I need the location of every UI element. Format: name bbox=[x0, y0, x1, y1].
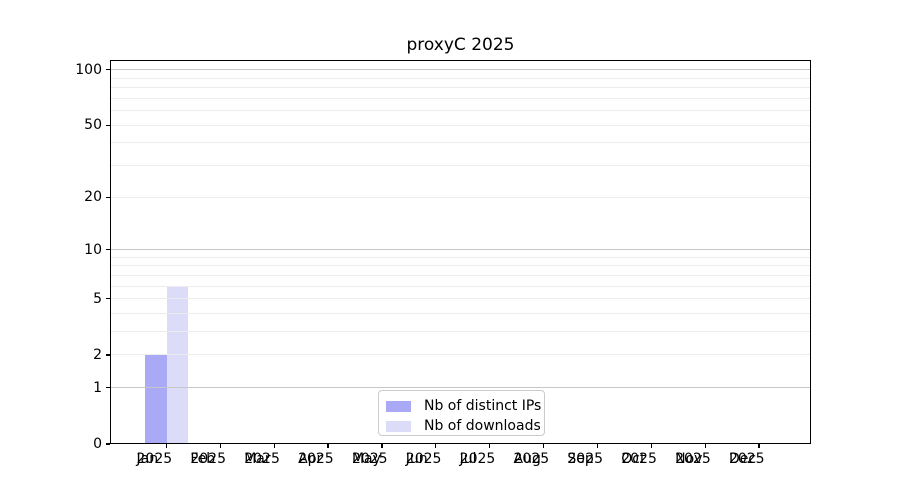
year-label: 2025 bbox=[567, 451, 604, 467]
x-tick-mark bbox=[273, 444, 275, 448]
minor-gridline bbox=[110, 285, 811, 287]
year-label: 2025 bbox=[459, 451, 496, 467]
x-tick-mark bbox=[327, 444, 329, 448]
major-gridline bbox=[110, 387, 811, 389]
y-tick-label: 10 bbox=[84, 241, 102, 258]
month-label: Aug bbox=[513, 451, 541, 467]
y-tick-mark bbox=[106, 443, 110, 445]
minor-gridline bbox=[110, 124, 811, 126]
year-label: 2025 bbox=[728, 451, 765, 467]
minor-gridline bbox=[110, 265, 811, 267]
y-tick-mark bbox=[106, 387, 110, 389]
x-tick-mark bbox=[542, 444, 545, 448]
year-label: 2025 bbox=[513, 451, 550, 467]
y-tick-mark bbox=[106, 354, 110, 356]
plot-border bbox=[110, 60, 811, 444]
bar-nb-of-downloads-jan bbox=[166, 286, 188, 444]
legend-label: Nb of downloads bbox=[424, 417, 541, 434]
month-label: May bbox=[351, 451, 381, 467]
month-label: Oct bbox=[621, 451, 646, 467]
y-tick-mark bbox=[106, 124, 110, 126]
year-label: 2025 bbox=[405, 451, 442, 467]
y-tick-mark bbox=[106, 298, 110, 300]
major-gridline bbox=[110, 249, 811, 251]
bar-nb-of-distinct-ips-jan bbox=[145, 354, 167, 444]
y-tick-label: 100 bbox=[75, 61, 102, 78]
year-label: 2025 bbox=[621, 451, 657, 467]
chart-title: proxyC 2025 bbox=[406, 35, 515, 55]
legend-row-nb-of-downloads: Nb of downloads bbox=[386, 416, 544, 436]
month-label: Mar bbox=[244, 451, 271, 467]
year-label: 2025 bbox=[351, 451, 388, 467]
minor-gridline bbox=[110, 165, 811, 167]
minor-gridline bbox=[110, 87, 811, 89]
month-label: Feb bbox=[190, 451, 216, 467]
x-tick-mark bbox=[165, 444, 168, 448]
minor-gridline bbox=[110, 77, 811, 79]
x-tick-mark bbox=[650, 444, 652, 448]
y-tick-label: 50 bbox=[84, 117, 102, 134]
x-tick-mark bbox=[758, 444, 760, 448]
y-tick-label: 20 bbox=[84, 189, 102, 206]
legend-row-nb-of-distinct-ips: Nb of distinct IPs bbox=[386, 396, 544, 416]
x-tick-mark bbox=[219, 444, 221, 448]
legend-swatch-icon bbox=[386, 420, 411, 432]
month-label: Apr bbox=[298, 451, 323, 467]
month-label: Sep bbox=[567, 451, 594, 467]
minor-gridline bbox=[110, 313, 811, 314]
month-label: Nov bbox=[675, 451, 703, 467]
y-tick-mark bbox=[106, 196, 110, 198]
legend-label: Nb of distinct IPs bbox=[424, 397, 542, 414]
x-tick-mark bbox=[596, 444, 598, 448]
minor-gridline bbox=[110, 142, 811, 144]
minor-gridline bbox=[110, 110, 811, 112]
x-tick-mark bbox=[435, 444, 437, 448]
y-tick-label: 0 bbox=[93, 436, 102, 452]
y-tick-mark bbox=[106, 69, 110, 71]
year-label: 2025 bbox=[675, 451, 711, 467]
minor-gridline bbox=[110, 274, 811, 276]
major-gridline bbox=[110, 69, 811, 71]
y-tick-mark bbox=[106, 248, 110, 251]
minor-gridline bbox=[110, 354, 811, 356]
year-label: 2025 bbox=[136, 451, 173, 467]
year-label: 2025 bbox=[244, 451, 280, 467]
minor-gridline bbox=[110, 97, 811, 99]
year-label: 2025 bbox=[298, 451, 334, 467]
month-label: Dec bbox=[728, 451, 757, 467]
x-tick-mark bbox=[489, 444, 491, 448]
minor-gridline bbox=[110, 298, 811, 300]
x-tick-mark bbox=[704, 444, 706, 448]
year-label: 2025 bbox=[190, 451, 226, 467]
month-label: Jun bbox=[405, 451, 428, 467]
y-tick-label: 1 bbox=[93, 379, 102, 396]
x-tick-mark bbox=[381, 444, 383, 448]
minor-gridline bbox=[110, 256, 811, 258]
month-label: Jan bbox=[136, 451, 159, 467]
legend-swatch-icon bbox=[386, 400, 411, 412]
legend: Nb of distinct IPs Nb of downloads bbox=[378, 390, 545, 436]
month-label: Jul bbox=[459, 451, 477, 467]
minor-gridline bbox=[110, 331, 811, 333]
y-tick-label: 5 bbox=[93, 290, 102, 307]
minor-gridline bbox=[110, 196, 811, 198]
y-tick-label: 2 bbox=[93, 346, 102, 363]
